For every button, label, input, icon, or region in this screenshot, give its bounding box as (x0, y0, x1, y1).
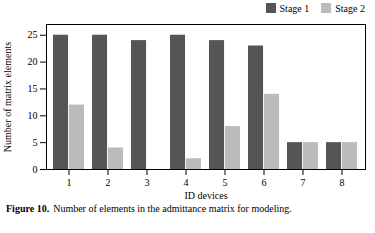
svg-text:1: 1 (67, 177, 72, 188)
svg-text:4: 4 (184, 177, 189, 188)
html-text:Stage 1: Stage 1 (279, 2, 310, 14)
svg-text:10: 10 (28, 110, 38, 121)
svg-text:ID devices: ID devices (184, 190, 227, 201)
svg-text:5: 5 (223, 177, 228, 188)
svg-text:15: 15 (28, 83, 38, 94)
svg-text:6: 6 (262, 177, 267, 188)
svg-text:Number of matrix elements: Number of matrix elements (2, 42, 13, 152)
html-text:Stage 2: Stage 2 (335, 2, 365, 14)
svg-text:8: 8 (340, 177, 345, 188)
svg-text:2: 2 (106, 177, 111, 188)
svg-text:25: 25 (28, 29, 38, 40)
svg-text:5: 5 (33, 137, 38, 148)
svg-text:3: 3 (145, 177, 150, 188)
svg-text:0: 0 (33, 164, 38, 175)
html-text:Figure 10. Number of elements: Figure 10. Number of elements in the adm… (6, 203, 292, 214)
svg-text:20: 20 (28, 56, 38, 67)
svg-text:7: 7 (301, 177, 306, 188)
